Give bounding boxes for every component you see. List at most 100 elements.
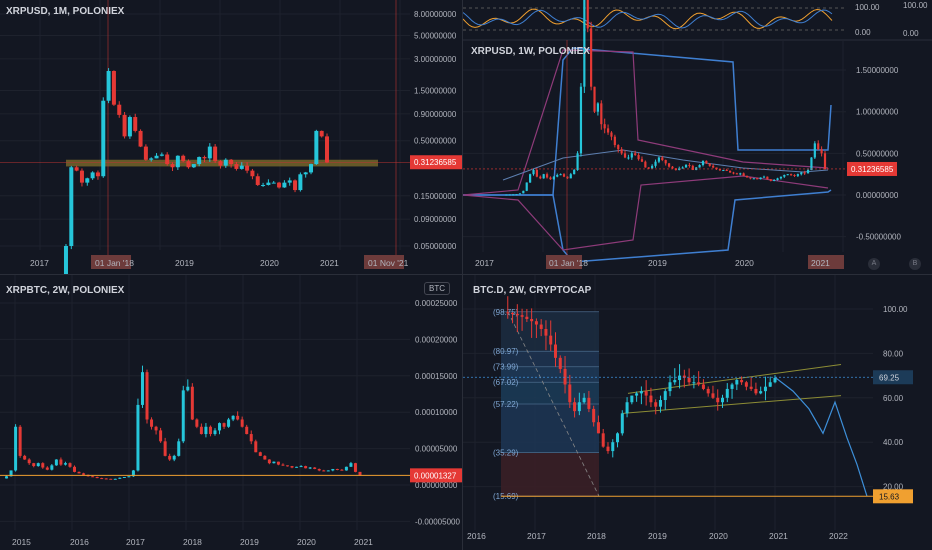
candle-body [556, 175, 559, 177]
fib-level-label: (73.99) [493, 363, 519, 372]
candle-body [181, 390, 185, 442]
candle-body [54, 459, 58, 466]
candle-body [577, 402, 581, 412]
pane-title: BTC.D, 2W, CRYPTOCAP [473, 285, 592, 296]
xrpusd-1m-chart[interactable]: 8.00000000 5.00000000 3.00000000 1.50000000… [0, 0, 462, 274]
candle-body [573, 402, 577, 412]
candle-body [261, 184, 266, 186]
candle-body [569, 174, 572, 179]
candle-body [199, 426, 203, 435]
candle-body [806, 170, 810, 174]
candle-body [159, 154, 164, 156]
fib-zone [501, 403, 599, 453]
candle-body [654, 161, 657, 166]
candle-body [308, 467, 312, 469]
currency-badge[interactable]: BTC [424, 282, 450, 295]
candle-body [687, 377, 691, 383]
candle-body [113, 478, 117, 480]
time-tick-label: 2017 [126, 537, 145, 547]
candle-body [229, 159, 234, 165]
price-tick-label: -0.50000000 [856, 233, 901, 242]
last-value-label: 69.25 [879, 373, 900, 382]
price-tick-label: 0.00005000 [415, 445, 458, 454]
candle-body [73, 466, 77, 472]
candle-body [596, 422, 600, 434]
candle-body [335, 468, 339, 470]
xrpusd-1w-chart[interactable]: 100.00 0.00 100.00 0.00 1.50000000 1.00000000… [463, 0, 932, 274]
candle-body [692, 382, 696, 384]
candle-body [325, 136, 329, 163]
candle-body [651, 165, 654, 169]
candle-body [691, 165, 694, 171]
candle-body [45, 467, 49, 470]
xrpbtc-2w-chart[interactable]: 0.00025000 0.00020000 0.00015000 0.00010000… [0, 275, 462, 550]
candle-body [18, 426, 22, 456]
candle-body [127, 476, 131, 478]
candle-body [639, 391, 643, 394]
candle-body [304, 466, 308, 469]
candle-body [718, 169, 722, 171]
fib-trend-line [507, 311, 600, 497]
candle-body [322, 470, 326, 472]
candle-body [740, 380, 744, 383]
pane-title: XRPBTC, 2W, POLONIEX [6, 285, 125, 296]
chart-pane-btcd-2w[interactable]: 100.00 80.00 60.00 40.00 20.00 (98.75) (80.97)… [463, 275, 932, 550]
candle-body [664, 160, 667, 164]
candle-body [549, 177, 552, 180]
fib-level-label: (35.29) [493, 449, 519, 458]
candle-body [532, 170, 535, 175]
time-tick-label: 01 Nov '21 [368, 258, 409, 268]
candle-body [172, 455, 176, 460]
pane-title: XRPUSD, 1W, POLONIEX [471, 46, 590, 57]
candle-body [716, 397, 720, 403]
chart-pane-xrpbtc-2w[interactable]: 0.00025000 0.00020000 0.00015000 0.00010000… [0, 275, 462, 550]
price-tick-label: 0.00000000 [856, 191, 899, 200]
projection-path [774, 376, 868, 497]
candle-body [530, 318, 534, 322]
fib-level-label: (98.75) [493, 308, 519, 317]
time-tick-label: 2020 [297, 537, 316, 547]
candle-body [773, 377, 777, 383]
candle-body [100, 478, 104, 480]
btcd-2w-chart[interactable]: 100.00 80.00 60.00 40.00 20.00 (98.75) (80.97)… [463, 275, 932, 550]
scale-b-button[interactable]: B [909, 258, 921, 270]
candle-body [245, 426, 249, 435]
candle-body [340, 469, 344, 471]
candle-body [85, 178, 90, 183]
candle-body [515, 313, 519, 316]
candle-body [625, 402, 629, 414]
channel-lower-line [622, 395, 842, 414]
candle-body [50, 465, 54, 470]
price-tick-label: 0.50000000 [856, 149, 899, 158]
chart-pane-xrpusd-1w[interactable]: 100.00 0.00 100.00 0.00 1.50000000 1.00000000… [463, 0, 932, 274]
chart-pane-xrpusd-1m[interactable]: 8.00000000 5.00000000 3.00000000 1.50000000… [0, 0, 462, 274]
candle-body [539, 324, 543, 329]
candle-body [635, 393, 639, 396]
candle-body [27, 459, 31, 464]
candle-body [236, 415, 240, 420]
candle-body [640, 159, 644, 162]
scale-a-button[interactable]: A [868, 258, 880, 270]
candle-body [705, 160, 708, 164]
candle-body [281, 464, 285, 466]
candle-body [762, 176, 766, 178]
candle-body [293, 180, 298, 191]
candle-body [573, 170, 576, 175]
price-tick-label: 8.00000000 [414, 10, 457, 19]
candle-body [667, 163, 671, 167]
fib-level-label: (67.02) [493, 378, 519, 387]
candle-body [620, 413, 624, 434]
time-marker [364, 255, 404, 269]
candle-body [154, 155, 159, 159]
last-value-marker [873, 370, 913, 385]
candle-body [290, 466, 294, 468]
candle-body [245, 165, 250, 171]
candle-body [213, 146, 218, 162]
price-tick-label: 0.90000000 [414, 110, 457, 119]
candle-body [314, 130, 319, 165]
target-value-marker [873, 489, 913, 504]
candle-body [165, 154, 170, 165]
candle-body [742, 173, 745, 176]
candle-body [170, 164, 175, 168]
candle-body [5, 476, 9, 479]
